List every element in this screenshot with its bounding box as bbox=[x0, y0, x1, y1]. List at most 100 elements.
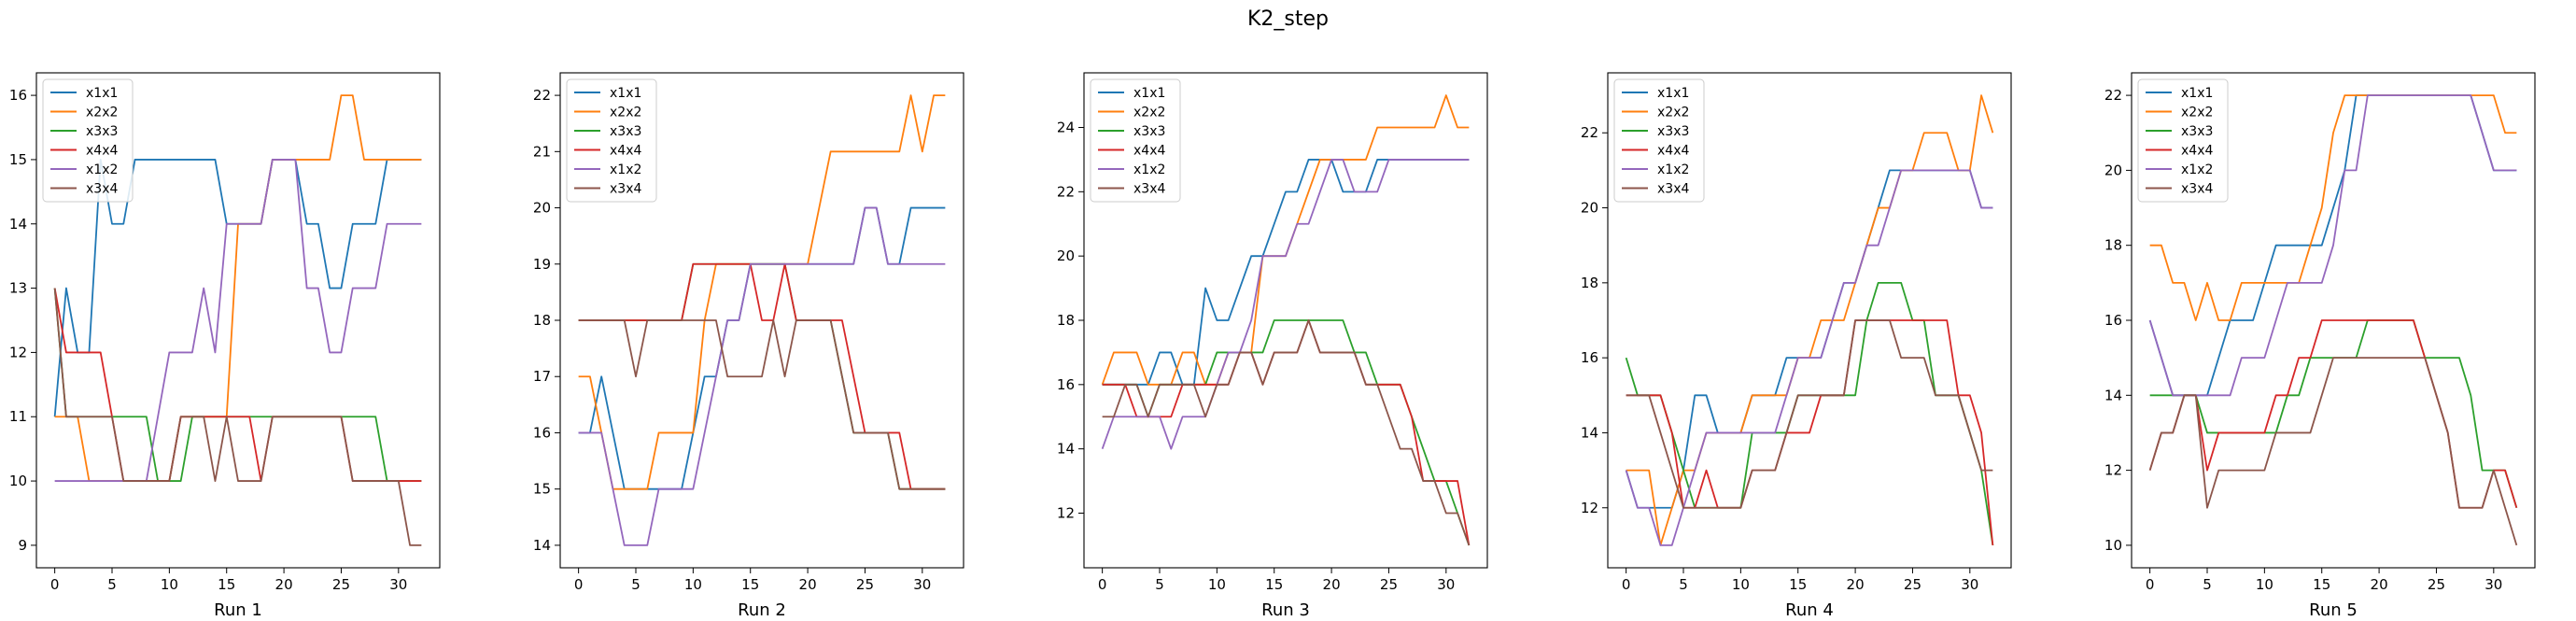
x-tick-label: 15 bbox=[218, 576, 235, 593]
y-tick-label: 16 bbox=[533, 424, 551, 441]
x-tick-label: 20 bbox=[1323, 576, 1341, 593]
subplot-panels: 0 5 10 15 20 25 30 9 10 11 12 13 14 15 16 Run 1 x1x1 x2x2… bbox=[9, 72, 2536, 620]
y-tick-label: 11 bbox=[9, 408, 27, 425]
legend-label-x3x4: x3x4 bbox=[2181, 182, 2213, 197]
y-tick-label: 18 bbox=[1057, 312, 1075, 329]
legend: x1x1 x2x2 x3x3 x4x4 x1x2 x3x4 bbox=[1090, 78, 1181, 203]
series-line-x3x4 bbox=[53, 288, 422, 546]
legend-label-x3x4: x3x4 bbox=[1657, 182, 1689, 197]
x-tick-label: 0 bbox=[574, 576, 584, 593]
y-tick-label: 22 bbox=[1057, 183, 1075, 200]
x-axis-label: Run 1 bbox=[214, 600, 262, 620]
legend-label-x1x2: x1x2 bbox=[2181, 162, 2213, 177]
x-tick-label: 15 bbox=[1265, 576, 1283, 593]
y-tick-label: 20 bbox=[533, 200, 551, 217]
x-tick-label: 20 bbox=[799, 576, 817, 593]
series-line-x4x4 bbox=[1626, 319, 1994, 546]
legend-box bbox=[566, 78, 657, 203]
x-tick-label: 30 bbox=[1437, 576, 1455, 593]
legend-label-x1x2: x1x2 bbox=[1657, 162, 1689, 177]
figure-suptitle: K2_step bbox=[1247, 7, 1329, 31]
series-line-x1x2 bbox=[578, 206, 946, 546]
x-tick-label: 10 bbox=[1208, 576, 1226, 593]
legend-label-x1x2: x1x2 bbox=[610, 162, 641, 177]
y-tick-label: 15 bbox=[533, 481, 551, 498]
x-tick-label: 20 bbox=[2371, 576, 2388, 593]
legend-label-x2x2: x2x2 bbox=[1133, 106, 1165, 120]
legend-label-x1x2: x1x2 bbox=[86, 162, 118, 177]
y-tick-label: 16 bbox=[9, 87, 27, 104]
legend-label-x3x3: x3x3 bbox=[1657, 124, 1689, 139]
x-tick-label: 5 bbox=[1679, 576, 1688, 593]
series-line-x1x2 bbox=[54, 159, 422, 482]
series-line-x3x4 bbox=[2148, 357, 2518, 546]
legend-box bbox=[2137, 78, 2229, 203]
legend-label-x2x2: x2x2 bbox=[610, 106, 641, 120]
legend-label-x1x1: x1x1 bbox=[86, 86, 118, 101]
x-tick-label: 30 bbox=[1961, 576, 1978, 593]
y-tick-label: 17 bbox=[533, 368, 551, 385]
x-tick-label: 25 bbox=[1904, 576, 1921, 593]
legend-label-x4x4: x4x4 bbox=[1657, 144, 1689, 159]
y-tick-label: 12 bbox=[2104, 462, 2122, 479]
legend-box bbox=[1090, 78, 1181, 203]
legend-label-x1x1: x1x1 bbox=[610, 86, 641, 101]
axes-frame bbox=[1607, 72, 2012, 569]
legend-label-x1x1: x1x1 bbox=[2181, 86, 2213, 101]
x-tick-label: 5 bbox=[107, 576, 117, 593]
x-tick-label: 10 bbox=[2256, 576, 2273, 593]
x-tick-label: 15 bbox=[741, 576, 759, 593]
x-tick-label: 10 bbox=[1732, 576, 1750, 593]
x-tick-label: 10 bbox=[684, 576, 702, 593]
y-tick-label: 16 bbox=[2104, 312, 2122, 329]
legend-label-x3x4: x3x4 bbox=[1133, 182, 1165, 197]
x-tick-label: 30 bbox=[913, 576, 931, 593]
y-tick-label: 15 bbox=[9, 151, 27, 168]
x-axis-label: Run 2 bbox=[738, 600, 786, 620]
legend-label-x4x4: x4x4 bbox=[86, 144, 118, 159]
y-tick-label: 22 bbox=[2104, 87, 2122, 104]
legend: x1x1 x2x2 x3x3 x4x4 x1x2 x3x4 bbox=[1613, 78, 1705, 203]
y-tick-label: 14 bbox=[1581, 424, 1598, 441]
y-tick-label: 22 bbox=[533, 87, 551, 104]
y-tick-label: 10 bbox=[2104, 537, 2122, 554]
legend-label-x4x4: x4x4 bbox=[1133, 144, 1165, 159]
y-tick-label: 20 bbox=[1057, 247, 1075, 264]
y-tick-label: 20 bbox=[2104, 162, 2122, 178]
legend-label-x3x3: x3x3 bbox=[1133, 124, 1165, 139]
y-tick-label: 16 bbox=[1581, 349, 1598, 366]
series-line-x3x4 bbox=[1626, 319, 1993, 509]
legend-label-x2x2: x2x2 bbox=[1657, 106, 1689, 120]
series-line-x1x2 bbox=[2148, 94, 2517, 397]
x-tick-label: 25 bbox=[856, 576, 874, 593]
y-tick-label: 9 bbox=[18, 537, 27, 554]
series-line-x4x4 bbox=[1102, 319, 1471, 546]
y-tick-label: 22 bbox=[1581, 124, 1598, 141]
x-tick-label: 0 bbox=[50, 576, 60, 593]
series-line-x3x3 bbox=[1625, 281, 1994, 546]
x-tick-label: 5 bbox=[1155, 576, 1164, 593]
series-line-x3x4 bbox=[1102, 319, 1471, 546]
legend-label-x3x3: x3x3 bbox=[86, 124, 118, 139]
y-tick-label: 10 bbox=[9, 473, 27, 489]
legend-box bbox=[42, 78, 134, 203]
legend-label-x4x4: x4x4 bbox=[610, 144, 641, 159]
y-tick-label: 18 bbox=[1581, 275, 1598, 291]
legend-label-x3x3: x3x3 bbox=[610, 124, 641, 139]
y-tick-label: 24 bbox=[1057, 120, 1075, 136]
x-tick-label: 25 bbox=[2428, 576, 2445, 593]
series-line-x1x2 bbox=[1101, 159, 1470, 450]
x-tick-label: 30 bbox=[389, 576, 407, 593]
series-line-x3x3 bbox=[53, 288, 422, 482]
x-axis-label: Run 4 bbox=[1785, 600, 1834, 620]
series-line-x4x4 bbox=[53, 288, 422, 482]
y-tick-label: 14 bbox=[2104, 387, 2122, 403]
x-tick-label: 15 bbox=[1789, 576, 1807, 593]
x-axis-label: Run 3 bbox=[1261, 600, 1310, 620]
y-tick-label: 14 bbox=[9, 216, 27, 233]
legend-box bbox=[1613, 78, 1705, 203]
x-tick-label: 0 bbox=[1098, 576, 1107, 593]
